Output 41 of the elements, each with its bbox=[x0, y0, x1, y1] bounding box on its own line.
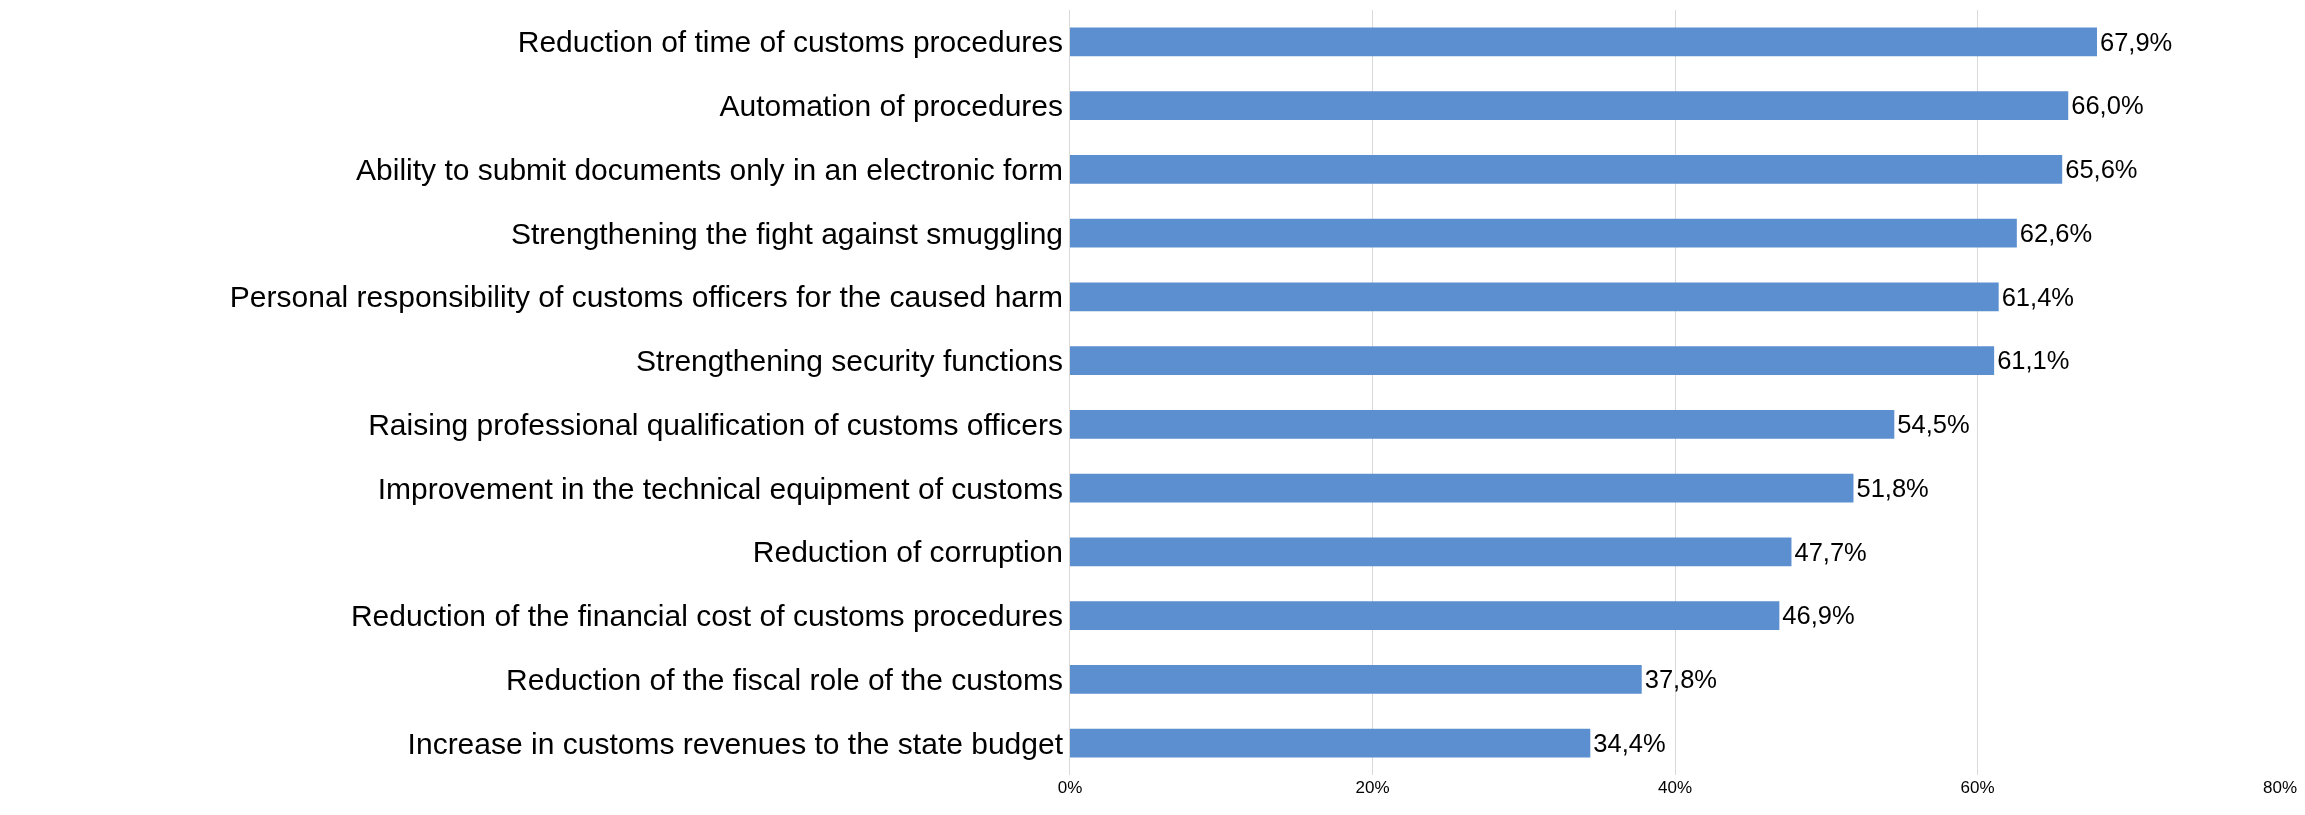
bar bbox=[1070, 91, 2069, 120]
bar bbox=[1070, 346, 1995, 375]
y-tick-label: Automation of procedures bbox=[719, 89, 1063, 123]
y-tick-label: Personal responsibility of customs officers for the caused harm bbox=[229, 280, 1063, 314]
bar bbox=[1070, 218, 2017, 248]
data-label: 65,6% bbox=[2065, 155, 2138, 184]
data-label: 37,8% bbox=[1644, 665, 1718, 694]
data-label: 51,8% bbox=[1856, 473, 1929, 502]
data-label: 67,9% bbox=[2099, 27, 2173, 56]
y-tick-label: Reduction of the financial cost of customs procedures bbox=[350, 599, 1063, 633]
y-tick-label: Reduction of corruption bbox=[752, 535, 1063, 569]
data-label: 34,4% bbox=[1593, 728, 1666, 757]
data-label: 47,7% bbox=[1794, 537, 1867, 566]
data-label: 61,4% bbox=[2001, 282, 2074, 311]
x-tick-label: 60% bbox=[1960, 778, 1995, 797]
data-label: 62,6% bbox=[2019, 218, 2093, 247]
bar bbox=[1070, 410, 1895, 439]
data-label: 46,9% bbox=[1782, 601, 1855, 630]
bar bbox=[1070, 155, 2063, 184]
y-tick-label: Raising professional qualification of customs officers bbox=[368, 407, 1063, 441]
y-tick-label: Strengthening security functions bbox=[636, 344, 1063, 378]
y-tick-label: Strengthening the fight against smuggling bbox=[510, 216, 1063, 250]
bar bbox=[1070, 728, 1591, 758]
y-tick-label: Reduction of the fiscal role of the customs bbox=[506, 662, 1063, 696]
bar bbox=[1070, 665, 1642, 694]
x-tick-label: 40% bbox=[1657, 778, 1693, 797]
bar bbox=[1070, 282, 1999, 312]
y-tick-label: Improvement in the technical equipment of customs bbox=[377, 471, 1063, 505]
x-tick-label: 80% bbox=[2262, 778, 2298, 797]
x-tick-label: 0% bbox=[1057, 778, 1083, 797]
y-tick-label: Increase in customs revenues to the state budget bbox=[407, 726, 1064, 760]
y-tick-label: Ability to submit documents only in an electronic form bbox=[356, 152, 1063, 186]
y-tick-label: Reduction of time of customs procedures bbox=[517, 25, 1063, 59]
data-label: 66,0% bbox=[2071, 91, 2144, 120]
bar bbox=[1070, 601, 1780, 630]
bar bbox=[1070, 473, 1854, 503]
x-tick-label: 20% bbox=[1355, 778, 1390, 797]
data-label: 61,1% bbox=[1997, 346, 2070, 375]
bar bbox=[1070, 27, 2097, 57]
bar bbox=[1070, 537, 1792, 567]
data-label: 54,5% bbox=[1897, 410, 1970, 439]
